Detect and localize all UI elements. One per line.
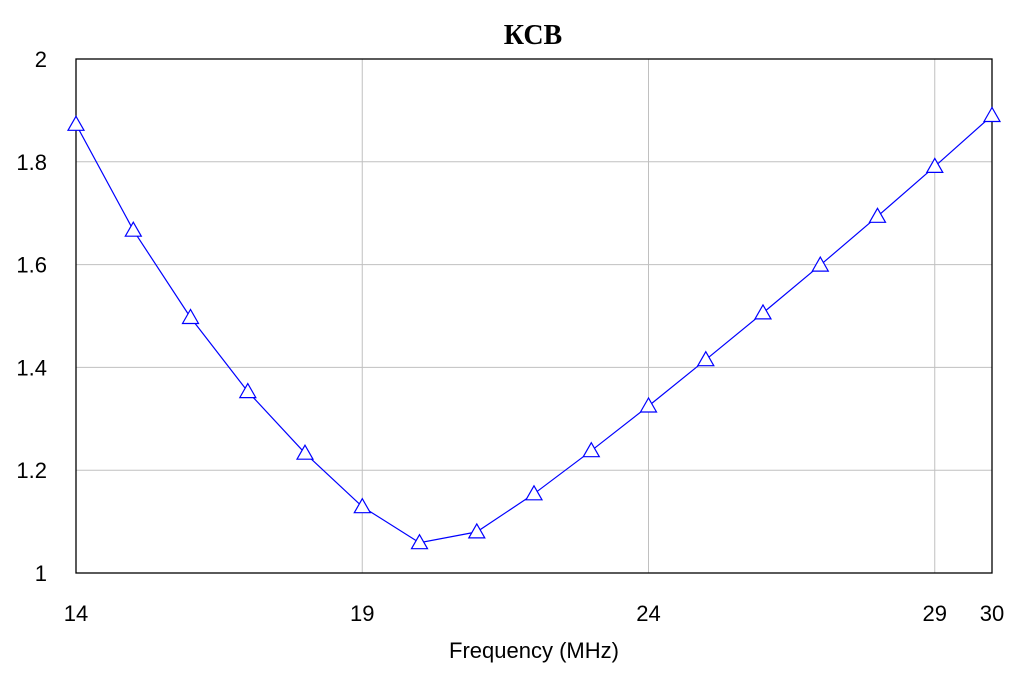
x-tick-label: 24 xyxy=(636,601,660,626)
x-axis-label: Frequency (MHz) xyxy=(449,638,619,663)
data-point-marker xyxy=(353,497,372,514)
data-point-marker xyxy=(124,220,143,237)
y-tick-label: 1 xyxy=(35,561,47,586)
data-point-marker xyxy=(66,115,86,131)
data-point-marker xyxy=(582,441,601,458)
data-point-marker xyxy=(238,382,257,399)
y-tick-label: 1.4 xyxy=(16,355,47,380)
data-point-marker xyxy=(295,443,315,460)
chart-title: КСВ xyxy=(504,20,563,51)
x-tick-label: 30 xyxy=(980,601,1004,626)
y-tick-label: 1.8 xyxy=(16,150,47,175)
x-tick-label: 14 xyxy=(64,601,88,626)
series-line xyxy=(75,115,993,544)
data-point-marker xyxy=(639,396,658,413)
data-point-marker xyxy=(410,533,429,550)
tick-labels: 14 19 24 29 30 1 1.2 1.4 1.6 1.8 2 xyxy=(16,47,1004,626)
x-tick-label: 19 xyxy=(350,601,374,626)
data-point-marker xyxy=(524,484,544,501)
x-tick-label: 29 xyxy=(923,601,947,626)
data-point-marker xyxy=(925,157,944,173)
data-point-marker xyxy=(696,350,715,367)
y-tick-label: 2 xyxy=(35,47,47,72)
data-point-marker xyxy=(467,522,486,539)
y-tick-label: 1.2 xyxy=(16,458,47,483)
y-tick-label: 1.6 xyxy=(16,253,47,278)
series-layer xyxy=(66,106,1002,550)
data-point-marker xyxy=(811,255,830,272)
data-point-marker xyxy=(868,207,887,223)
data-point-marker xyxy=(181,308,200,325)
data-point-marker xyxy=(982,106,1002,123)
plot-area-frame xyxy=(75,58,993,574)
data-point-marker xyxy=(753,303,773,320)
